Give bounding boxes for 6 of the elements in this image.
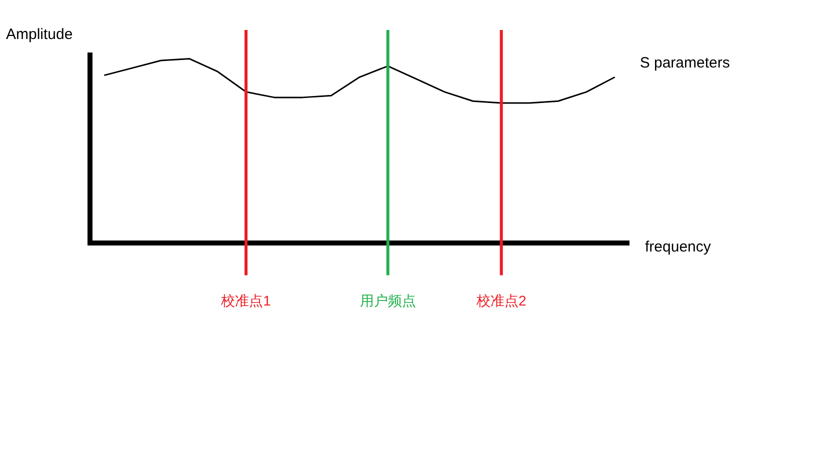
x-tick-label: 用户频点 — [360, 292, 416, 308]
x-tick-label: 校准点1 — [220, 292, 272, 308]
series-label: S parameters — [640, 54, 730, 72]
x-axis-title: frequency — [645, 238, 712, 256]
x-tick-label: 校准点2 — [475, 292, 526, 308]
y-axis-title: Amplitude — [6, 26, 73, 44]
